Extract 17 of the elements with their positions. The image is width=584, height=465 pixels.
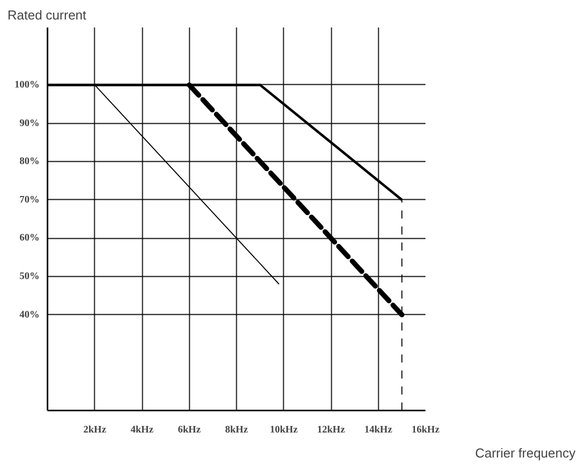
x-tick-label: 14kHz bbox=[364, 424, 393, 436]
y-axis-title: Rated current bbox=[8, 8, 87, 22]
x-tick-label: 12kHz bbox=[317, 424, 346, 436]
y-tick-label: 80% bbox=[20, 156, 40, 168]
y-tick-label: 70% bbox=[20, 194, 40, 206]
x-tick-label: 8kHz bbox=[225, 424, 248, 436]
x-tick-label: 2kHz bbox=[83, 424, 107, 436]
y-tick-label: 40% bbox=[20, 309, 40, 320]
y-tick-label: 50% bbox=[20, 270, 40, 282]
x-tick-label: 16kHz bbox=[412, 424, 440, 436]
x-axis-title: Carrier frequency bbox=[475, 446, 576, 460]
x-tick-label: 6kHz bbox=[178, 424, 202, 436]
x-tick-label: 10kHz bbox=[270, 424, 298, 436]
y-tick-label: 100% bbox=[14, 79, 40, 90]
x-tick-label: 4kHz bbox=[130, 424, 154, 436]
y-tick-label: 90% bbox=[20, 118, 40, 129]
y-tick-label: 60% bbox=[20, 232, 40, 244]
